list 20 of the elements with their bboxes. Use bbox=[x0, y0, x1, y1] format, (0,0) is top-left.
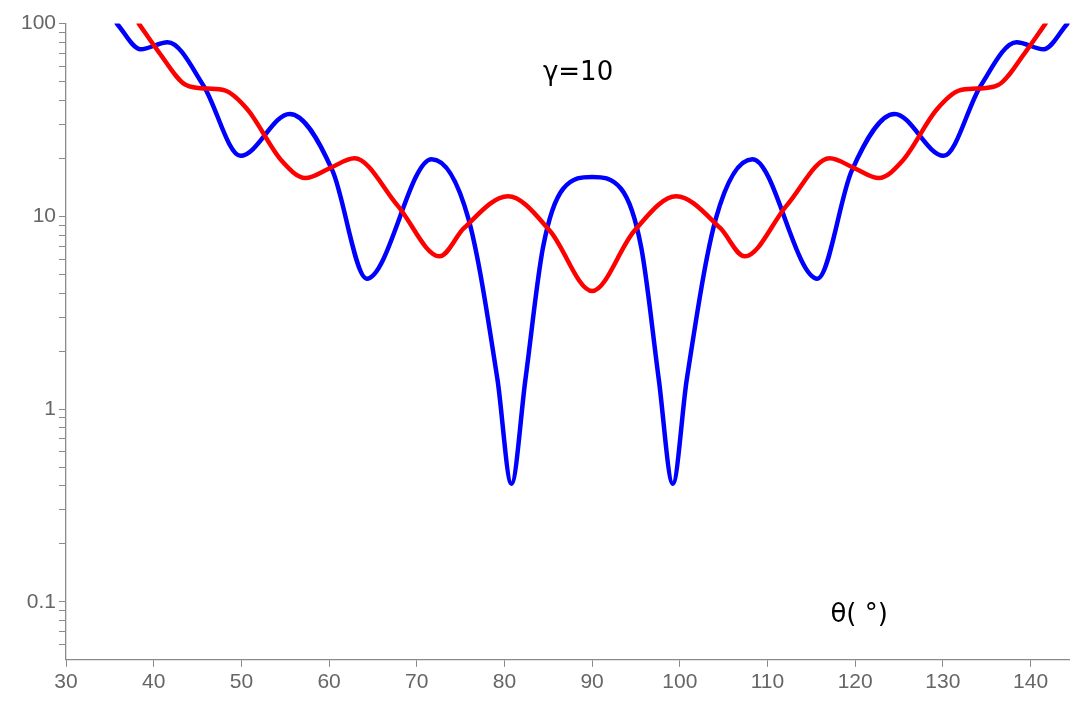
line-series bbox=[114, 23, 1070, 486]
y-tick-label: 1 bbox=[44, 395, 56, 419]
x-tick-label: 30 bbox=[54, 669, 78, 693]
x-tick-label: 50 bbox=[229, 669, 254, 693]
x-axis-title: θ( °) bbox=[830, 597, 888, 628]
x-tick-label: 60 bbox=[317, 669, 341, 693]
x-tick-label: 90 bbox=[580, 669, 604, 693]
x-tick-label: 110 bbox=[750, 669, 785, 693]
x-tick-label: 120 bbox=[837, 669, 873, 693]
y-tick-label: 10 bbox=[32, 203, 56, 227]
x-tick-label: 80 bbox=[492, 669, 517, 693]
y-tick-label: 100 bbox=[20, 10, 56, 34]
x-tick-label: 40 bbox=[142, 669, 166, 693]
x-tick-label: 130 bbox=[925, 669, 961, 693]
annotation: γ=10 bbox=[542, 56, 614, 87]
x-tick-label: 70 bbox=[405, 669, 429, 693]
x-tick-label: 140 bbox=[1013, 669, 1049, 693]
x-tick-label: 100 bbox=[662, 669, 698, 693]
line-series bbox=[136, 23, 1048, 294]
y-tick-label: 0.1 bbox=[26, 588, 56, 612]
